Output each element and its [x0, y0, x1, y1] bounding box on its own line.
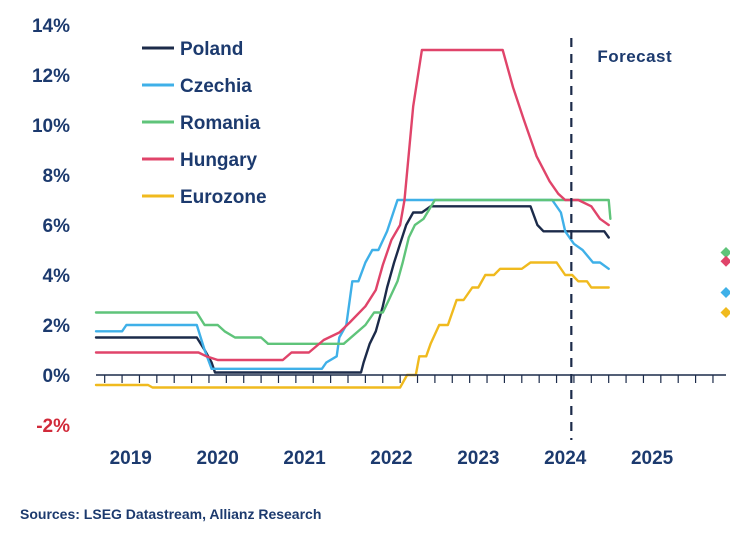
forecast-marker-romania: [720, 247, 730, 258]
y-tick-label: 2%: [43, 316, 71, 337]
source-note: Sources: LSEG Datastream, Allianz Resear…: [20, 506, 322, 522]
forecast-marker: Forecast: [570, 38, 672, 440]
series-line-czechia: [94, 198, 610, 370]
legend-label-czechia: Czechia: [180, 76, 252, 97]
forecast-marker-hungary: [720, 255, 730, 267]
forecast-marker-eurozone: [720, 307, 730, 318]
legend: Poland Czechia Romania Hungary Eurozone: [142, 39, 267, 208]
legend-label-poland: Poland: [180, 39, 243, 60]
x-axis-labels: 2019 2020 2021 2022 2023 2024 2025: [110, 448, 674, 469]
series-line-romania: [94, 198, 612, 345]
x-tick-label: 2019: [110, 448, 152, 469]
y-tick-label: 12%: [32, 66, 70, 87]
x-tick-label: 2020: [197, 448, 239, 469]
x-axis: [96, 374, 726, 383]
forecast-label: Forecast: [597, 47, 672, 66]
y-tick-label: 4%: [43, 266, 71, 287]
series-line-hungary: [94, 48, 610, 362]
x-tick-label: 2023: [457, 448, 499, 469]
legend-label-hungary: Hungary: [180, 150, 258, 171]
y-tick-label: 8%: [43, 166, 71, 187]
y-tick-label: 6%: [43, 216, 71, 237]
y-tick-label: 10%: [32, 116, 70, 137]
end-markers: [720, 247, 730, 318]
y-tick-label: 0%: [43, 366, 71, 387]
x-tick-label: 2025: [631, 448, 674, 469]
forecast-marker-czechia: [720, 287, 730, 298]
y-tick-label: 14%: [32, 16, 70, 37]
x-tick-label: 2022: [370, 448, 412, 469]
legend-label-romania: Romania: [180, 113, 261, 134]
y-tick-label: -2%: [36, 416, 70, 437]
y-axis-labels: -2% 0% 2% 4% 6% 8% 10% 12% 14%: [32, 16, 70, 437]
series-layer: [94, 48, 612, 389]
x-tick-label: 2024: [544, 448, 587, 469]
x-tick-label: 2021: [283, 448, 326, 469]
legend-label-eurozone: Eurozone: [180, 187, 267, 208]
